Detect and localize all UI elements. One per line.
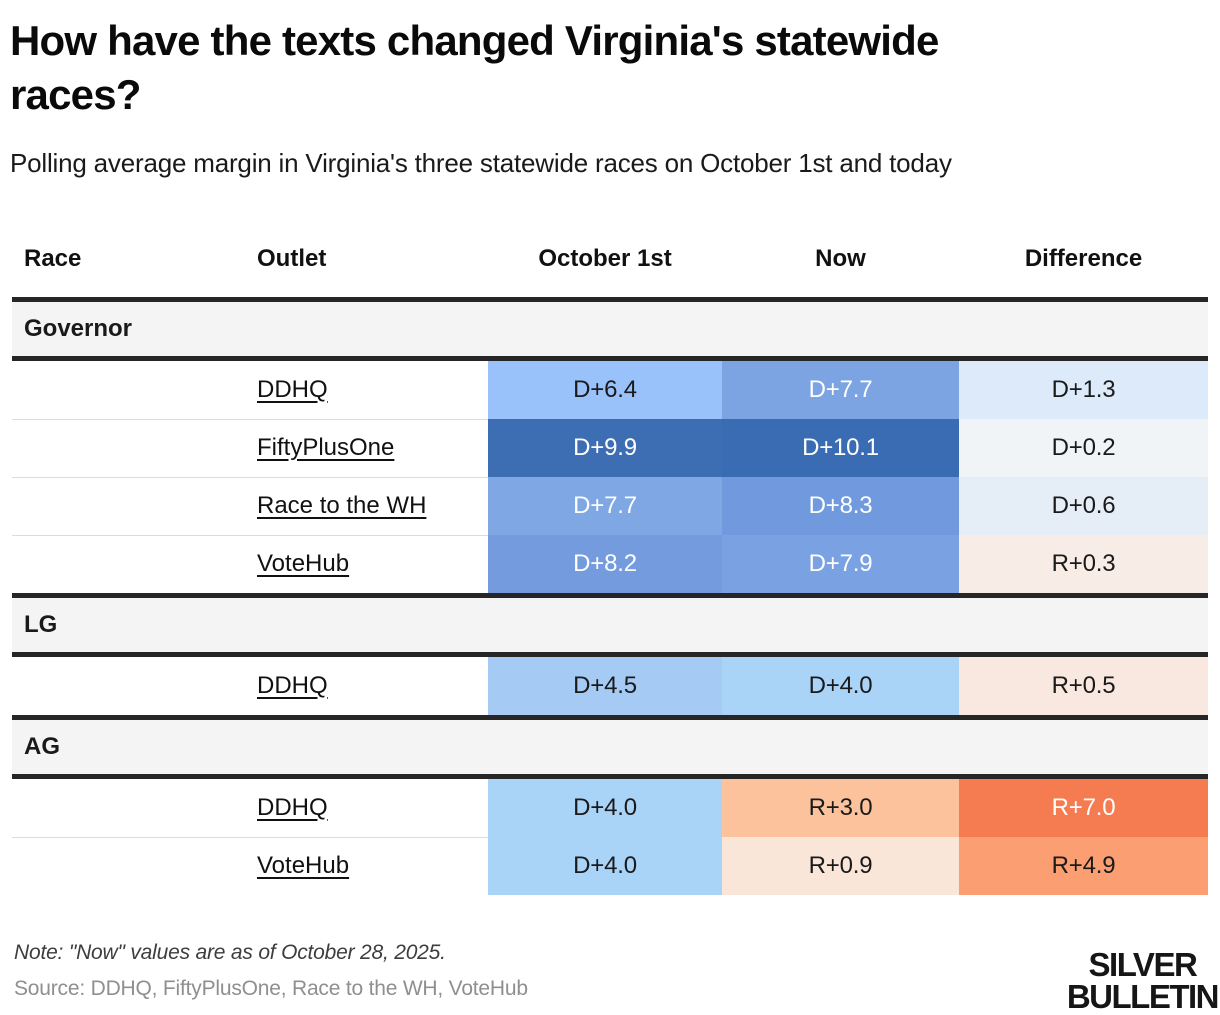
table-header-row: Race Outlet October 1st Now Difference: [12, 219, 1208, 297]
logo-line-silver: SILVER: [1088, 945, 1198, 983]
difference-value-cell: R+4.9: [959, 836, 1208, 895]
race-cell: [12, 418, 257, 477]
footer-text: Note: "Now" values are as of October 28,…: [14, 941, 528, 1001]
outlet-link[interactable]: VoteHub: [257, 852, 350, 879]
outlet-link[interactable]: DDHQ: [257, 671, 328, 699]
section-band-ag: AG: [12, 714, 1208, 779]
section-band-lg: LG: [12, 592, 1208, 657]
table-row: FiftyPlusOne D+9.9 D+10.1 D+0.2: [12, 418, 1208, 477]
race-cell: [12, 534, 257, 593]
footer: Note: "Now" values are as of October 28,…: [14, 941, 1220, 1015]
race-cell: [12, 657, 257, 715]
outlet-cell: Race to the WH: [257, 476, 488, 535]
october-1st-value-cell: D+7.7: [488, 476, 722, 535]
race-cell: [12, 779, 257, 837]
outlet-cell: VoteHub: [257, 534, 488, 593]
race-cell: [12, 836, 257, 895]
difference-value-cell: D+1.3: [959, 360, 1208, 419]
now-value-cell: D+7.9: [722, 534, 959, 593]
october-1st-value-cell: D+4.0: [488, 836, 722, 895]
silver-bulletin-logo: SILVER BULLETIN: [1066, 945, 1220, 1015]
now-value-cell: D+7.7: [722, 360, 959, 419]
outlet-link[interactable]: DDHQ: [257, 375, 328, 403]
difference-value-cell: D+0.6: [959, 476, 1208, 535]
page-title: How have the texts changed Virginia's st…: [10, 17, 939, 118]
column-header-now: Now: [815, 244, 866, 272]
difference-value-cell: D+0.2: [959, 418, 1208, 477]
table-row: DDHQ D+6.4 D+7.7 D+1.3: [12, 360, 1208, 419]
logo-line-bulletin: BULLETIN: [1066, 977, 1220, 1015]
column-header-race: Race: [24, 244, 82, 272]
outlet-link[interactable]: VoteHub: [257, 550, 350, 577]
october-1st-value-cell: D+4.5: [488, 656, 722, 715]
october-1st-value-cell: D+9.9: [488, 418, 722, 477]
outlet-link[interactable]: DDHQ: [257, 793, 328, 821]
now-value-cell: D+8.3: [722, 476, 959, 535]
october-1st-value-cell: D+6.4: [488, 360, 722, 419]
october-1st-value-cell: D+4.0: [488, 778, 722, 837]
table-row: VoteHub D+4.0 R+0.9 R+4.9: [12, 836, 1208, 895]
outlet-cell: VoteHub: [257, 836, 488, 895]
race-cell: [12, 476, 257, 535]
october-1st-value-cell: D+8.2: [488, 534, 722, 593]
difference-value-cell: R+0.5: [959, 656, 1208, 715]
difference-value-cell: R+0.3: [959, 534, 1208, 593]
difference-value-cell: R+7.0: [959, 778, 1208, 837]
outlet-cell: FiftyPlusOne: [257, 418, 488, 477]
now-value-cell: D+10.1: [722, 418, 959, 477]
now-value-cell: R+3.0: [722, 778, 959, 837]
section-band-governor: Governor: [12, 296, 1208, 361]
race-cell: [12, 361, 257, 419]
table-row: Race to the WH D+7.7 D+8.3 D+0.6: [12, 476, 1208, 535]
now-value-cell: R+0.9: [722, 836, 959, 895]
footer-source: Source: DDHQ, FiftyPlusOne, Race to the …: [14, 976, 528, 1000]
outlet-cell: DDHQ: [257, 779, 488, 837]
outlet-cell: DDHQ: [257, 361, 488, 419]
column-header-october-1st: October 1st: [538, 244, 672, 272]
page-subtitle: Polling average margin in Virginia's thr…: [10, 147, 952, 178]
table-row: DDHQ D+4.0 R+3.0 R+7.0: [12, 778, 1208, 837]
table-row: DDHQ D+4.5 D+4.0 R+0.5: [12, 656, 1208, 715]
column-header-difference: Difference: [1024, 244, 1143, 272]
column-header-outlet: Outlet: [257, 244, 327, 272]
outlet-link[interactable]: Race to the WH: [257, 492, 427, 519]
table-row: VoteHub D+8.2 D+7.9 R+0.3: [12, 534, 1208, 593]
outlet-link[interactable]: FiftyPlusOne: [257, 434, 395, 461]
now-value-cell: D+4.0: [722, 656, 959, 715]
footer-note: Note: "Now" values are as of October 28,…: [14, 940, 446, 964]
outlet-cell: DDHQ: [257, 657, 488, 715]
polling-table: Race Outlet October 1st Now Difference G…: [12, 219, 1208, 895]
